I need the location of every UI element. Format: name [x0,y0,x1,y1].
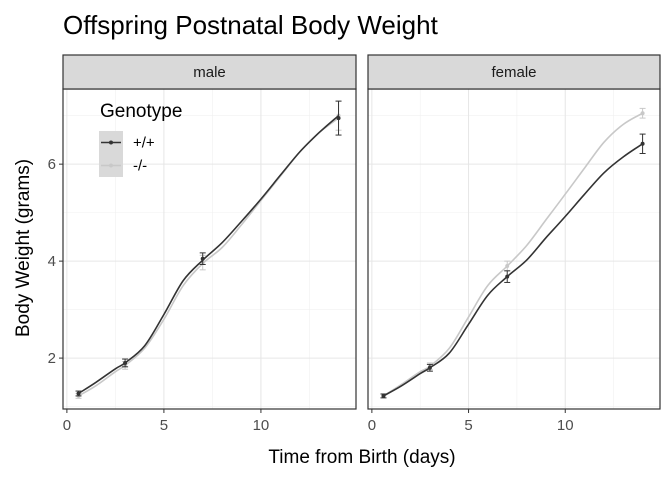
data-point [505,263,510,268]
x-tick-label: 0 [63,417,71,434]
legend-keys: +/+ -/- [99,131,155,177]
series-wildtype [380,133,646,399]
x-tick-label: 5 [464,417,472,434]
data-point [381,393,386,398]
panel-female: female 0 5 10 [367,54,661,434]
y-tick-label: 4 [48,253,56,270]
legend-label: -/- [133,158,147,175]
series-wildtype [75,100,342,397]
strip-male [62,54,357,90]
data-point [200,256,205,261]
data-point [505,274,510,279]
legend-title: Genotype [100,101,182,122]
data-point [640,141,645,146]
legend: Genotype +/+ -/- [99,101,182,177]
y-tick-label: 6 [48,156,56,173]
panel-male: male 0 5 10 2 4 6 [48,54,357,434]
data-point [76,391,81,396]
legend-entry-knockout: -/- [99,154,147,177]
y-axis-title-group: Body Weight (grams) [13,159,34,337]
strip-label: male [193,64,226,81]
strip-female [367,54,661,90]
strip-label: female [491,64,536,81]
y-axis-title: Body Weight (grams) [13,159,34,337]
x-tick-label: 0 [368,417,376,434]
data-point [427,365,432,370]
x-tick-label: 10 [557,417,574,434]
data-point [336,116,341,121]
legend-entry-wildtype: +/+ [99,131,155,154]
facet-panels: male 0 5 10 2 4 6 female 0 5 10 [48,54,661,434]
x-tick-label: 10 [253,417,270,434]
x-axis-title: Time from Birth (days) [268,447,455,468]
x-tick-label: 5 [160,417,168,434]
legend-label: +/+ [133,135,155,152]
y-tick-label: 2 [48,350,56,367]
chart-title: Offspring Postnatal Body Weight [63,10,439,40]
x-axis-title-group: Time from Birth (days) [268,447,455,468]
data-point [640,111,645,116]
panel-background [368,89,660,409]
data-point [123,360,128,365]
